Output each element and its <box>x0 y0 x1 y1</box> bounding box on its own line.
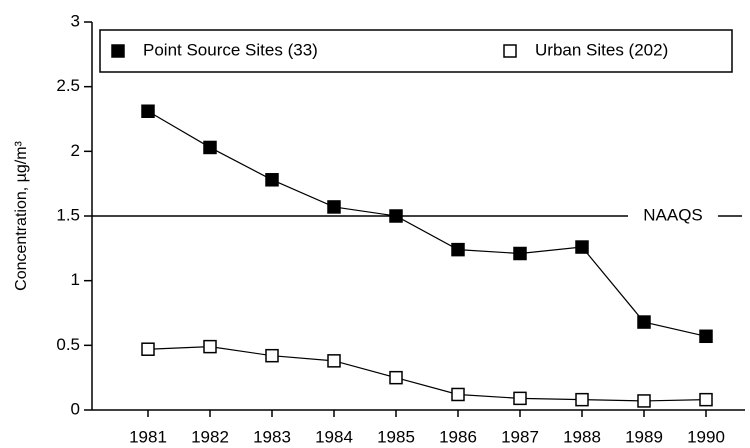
data-point <box>637 394 651 408</box>
x-tick-label: 1985 <box>377 427 415 446</box>
data-point <box>389 370 403 385</box>
y-tick-label: 2.5 <box>56 76 80 95</box>
legend-box <box>99 29 733 73</box>
data-point <box>327 200 341 214</box>
data-point <box>513 391 527 406</box>
y-tick-label: 2 <box>71 141 80 160</box>
data-point <box>203 140 217 155</box>
legend-label: Urban Sites (202) <box>535 40 668 59</box>
x-tick-label: 1983 <box>253 427 291 446</box>
legend-label: Point Source Sites (33) <box>143 40 318 59</box>
x-tick-label: 1988 <box>563 427 601 446</box>
data-point <box>203 339 217 354</box>
data-point <box>451 387 465 402</box>
data-point <box>265 348 279 363</box>
y-tick-label: 1 <box>71 270 80 289</box>
data-point <box>513 246 527 261</box>
data-point <box>699 329 713 344</box>
y-tick-label: 1.5 <box>56 205 80 224</box>
series-line <box>147 346 707 402</box>
x-tick-label: 1984 <box>315 427 353 446</box>
data-point <box>451 242 465 257</box>
legend-marker <box>503 44 517 58</box>
y-tick-label: 0 <box>71 399 80 418</box>
reference-label: NAAQS <box>643 205 703 224</box>
data-point <box>141 342 155 356</box>
series-line <box>147 110 707 337</box>
x-tick-label: 1987 <box>501 427 539 446</box>
data-point <box>699 392 713 407</box>
data-point <box>141 104 155 118</box>
x-tick-label: 1990 <box>687 427 725 446</box>
data-point <box>327 354 341 368</box>
y-tick-label: 3 <box>71 11 80 30</box>
data-point <box>637 315 651 329</box>
data-point <box>575 240 589 254</box>
legend-marker <box>111 44 125 58</box>
x-tick-label: 1986 <box>439 427 477 446</box>
data-point <box>265 173 279 187</box>
x-tick-label: 1982 <box>191 427 229 446</box>
data-point <box>389 209 403 223</box>
x-tick-label: 1981 <box>129 427 167 446</box>
data-point <box>575 392 589 407</box>
y-axis-label: Concentration, µg/m³ <box>13 140 30 290</box>
y-tick-label: 0.5 <box>56 335 80 354</box>
x-tick-label: 1989 <box>625 427 663 446</box>
